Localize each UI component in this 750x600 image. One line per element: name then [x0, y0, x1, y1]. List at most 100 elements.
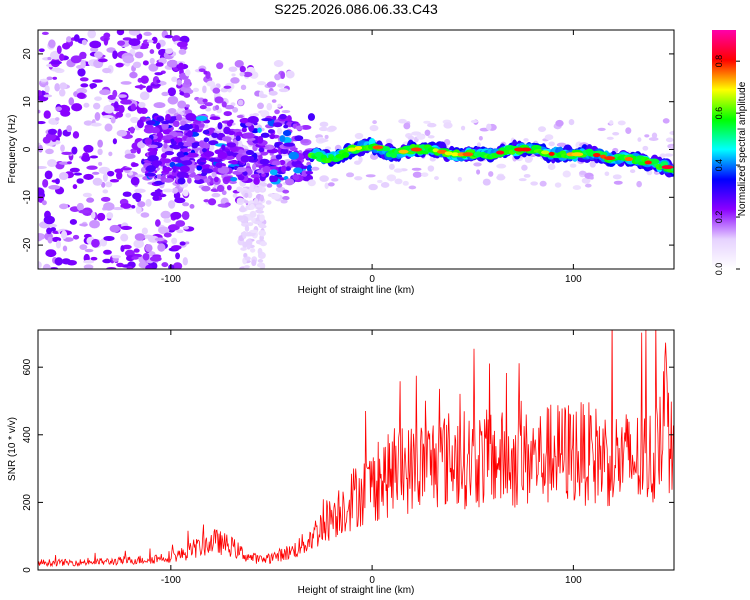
spectral-blob: [80, 83, 89, 88]
spectral-blob: [324, 134, 329, 140]
spectral-blob: [120, 99, 132, 105]
spectral-blob: [38, 109, 41, 114]
y-tick-label: 0: [22, 146, 33, 152]
spectral-blob: [156, 42, 161, 50]
spectral-blob: [258, 147, 265, 153]
spectral-blob: [239, 72, 245, 77]
spectral-blob: [176, 79, 183, 86]
spectral-blob: [239, 65, 246, 73]
spectral-blob: [201, 168, 214, 174]
spectral-blob: [244, 225, 250, 232]
spectral-blob: [265, 200, 272, 205]
spectral-blob: [43, 94, 53, 98]
spectral-blob: [154, 189, 163, 193]
spectral-blob: [187, 177, 192, 184]
spectral-blob: [259, 214, 265, 222]
spectral-blob: [271, 160, 281, 166]
spectral-blob: [60, 230, 68, 240]
spectral-blob: [54, 83, 61, 92]
spectral-blob: [242, 171, 248, 176]
spectral-blob: [91, 238, 100, 248]
spectral-blob: [163, 177, 174, 183]
spectral-blob: [99, 89, 111, 96]
spectral-blob: [104, 123, 113, 132]
spectral-blob: [166, 59, 179, 68]
spectral-blob: [424, 129, 431, 136]
spectral-blob: [145, 120, 156, 126]
spectral-blob: [202, 85, 207, 94]
spectral-blob: [544, 134, 554, 141]
spectral-blob: [59, 82, 68, 90]
spectral-blob: [182, 202, 190, 207]
x-tick-label: 0: [369, 575, 375, 586]
spectral-blob: [398, 118, 407, 124]
spectral-blob: [116, 129, 128, 137]
spectral-blob: [134, 188, 146, 193]
spectral-blob: [69, 219, 78, 225]
spectral-blob: [129, 71, 138, 79]
spectral-blob: [50, 60, 62, 65]
spectral-blob: [143, 31, 152, 36]
spectral-blob: [175, 220, 186, 227]
spectral-blob: [191, 144, 198, 149]
spectral-blob: [103, 202, 115, 211]
spectral-blob: [185, 104, 190, 108]
spectral-blob: [249, 183, 254, 191]
spectral-blob: [124, 153, 136, 159]
chart-title: S225.2026.086.06.33.C43: [274, 1, 438, 17]
colorbar-tick-label: 0.8: [714, 55, 724, 68]
spectral-blob: [281, 109, 291, 114]
spectral-blob: [175, 252, 180, 260]
spectral-blob: [269, 133, 276, 140]
spectral-blob: [194, 175, 201, 181]
spectral-blob: [181, 148, 190, 153]
spectral-blob: [118, 105, 125, 114]
spectral-blob: [636, 180, 642, 188]
colorbar-tick-label: 0.6: [714, 107, 724, 120]
spectral-blob: [73, 172, 83, 176]
spectral-blob: [133, 239, 145, 249]
spectral-blob: [226, 142, 237, 148]
spectral-blob: [146, 165, 156, 173]
spectral-blob: [70, 55, 82, 64]
spectrogram-x-ticks: -100 0 100: [161, 30, 582, 285]
spectral-blob: [163, 139, 172, 144]
spectral-blob: [103, 235, 115, 241]
spectral-blob: [555, 119, 564, 127]
spectral-blob: [86, 165, 98, 170]
spectral-blob: [203, 150, 215, 158]
colorbar-ticks: 0.0 0.2 0.4 0.6 0.8: [714, 55, 740, 275]
spectral-blob: [221, 190, 227, 196]
spectral-blob: [279, 135, 286, 143]
spectral-blob: [279, 159, 286, 166]
spectral-blob: [252, 113, 260, 117]
spectral-blob: [45, 249, 57, 258]
spectral-blob: [92, 79, 103, 83]
spectral-blob: [612, 174, 622, 180]
spectral-blob: [232, 107, 239, 113]
spectral-blob: [215, 162, 223, 168]
spectral-blob: [257, 81, 266, 86]
spectral-blob: [160, 152, 167, 159]
spectral-blob: [137, 201, 146, 208]
spectral-blob: [148, 63, 159, 72]
colorbar-gradient: [712, 30, 736, 269]
ridge-peak: [347, 147, 357, 152]
spectral-blob: [306, 164, 313, 173]
spectral-blob: [282, 195, 290, 201]
spectral-blob: [282, 189, 290, 194]
spectral-blob: [659, 153, 667, 158]
spectral-blob: [211, 172, 217, 178]
spectral-blob: [110, 116, 116, 124]
spectral-blob: [162, 167, 172, 172]
spectral-blob: [42, 263, 51, 269]
spectral-blob: [168, 107, 177, 114]
spectral-blob: [71, 146, 78, 155]
spectral-blob: [199, 105, 207, 110]
ridge-peak: [571, 152, 584, 157]
spectral-blob: [120, 225, 133, 231]
spectral-blob: [230, 177, 238, 182]
spectral-blob: [182, 189, 189, 197]
spectral-blob: [255, 209, 262, 213]
spectral-blob: [176, 151, 186, 158]
